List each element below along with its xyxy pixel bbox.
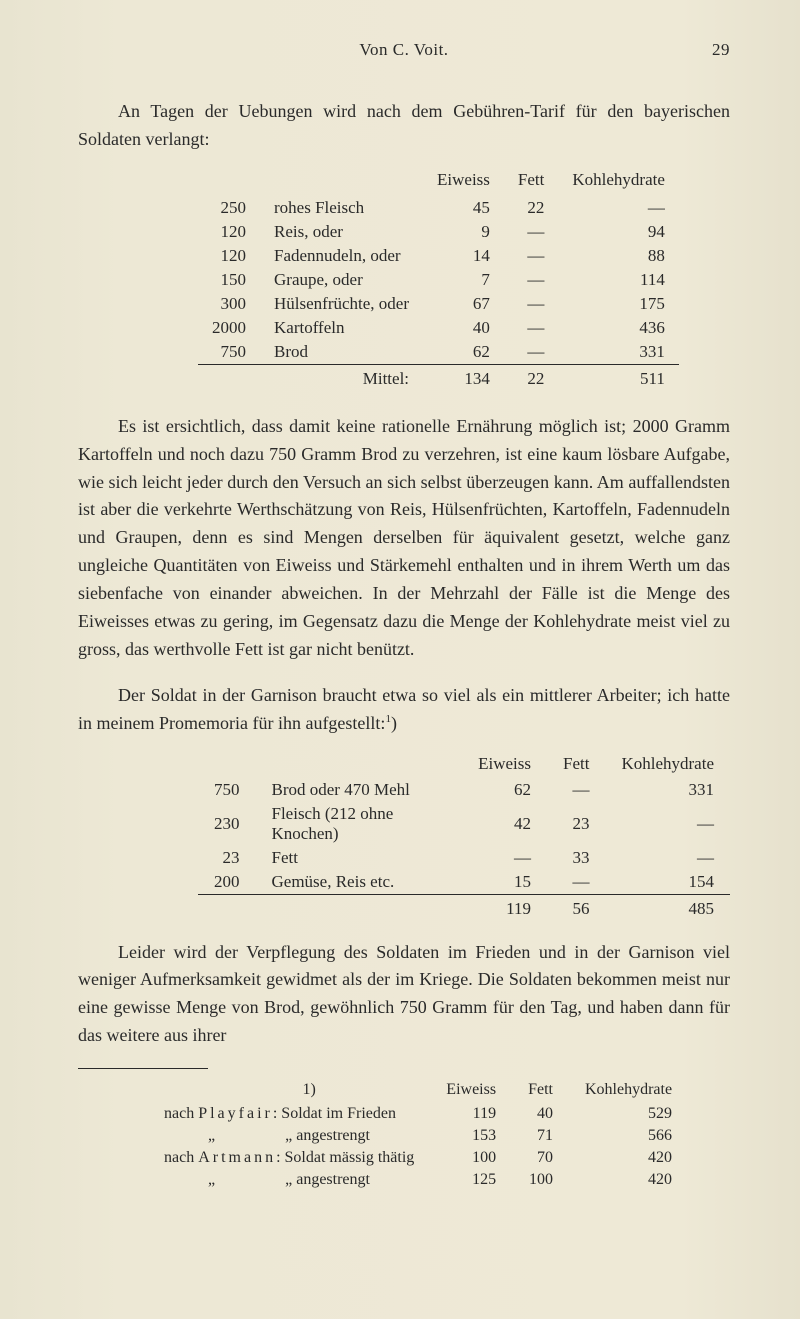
header-left (78, 40, 295, 60)
table1-wrapper: Eiweiss Fett Kohlehydrate 250 rohes Flei… (78, 168, 730, 391)
table-row: 200 Gemüse, Reis etc. 15 — 154 (198, 870, 730, 895)
footnote-table: 1) Eiweiss Fett Kohlehydrate nach Playfa… (148, 1079, 688, 1191)
table-header-row: Eiweiss Fett Kohlehydrate (198, 168, 679, 196)
header-center: Von C. Voit. (295, 40, 512, 60)
table-row: nach Playfair: Soldat im Frieden 119 40 … (148, 1103, 688, 1125)
table-row: 250 rohes Fleisch 45 22 — (198, 196, 679, 220)
page-header: Von C. Voit. 29 (78, 40, 730, 60)
table-row: „„ angestrengt 153 71 566 (148, 1125, 688, 1147)
body-paragraph-3: Der Soldat in der Garnison braucht etwa … (78, 682, 730, 738)
page-number: 29 (513, 40, 730, 60)
col-eiweiss: Eiweiss (423, 168, 504, 196)
table-row: „„ angestrengt 125 100 420 (148, 1169, 688, 1191)
table-row: 750 Brod 62 — 331 (198, 340, 679, 365)
body-paragraph-4: Leider wird der Verpflegung des Soldaten… (78, 939, 730, 1051)
table-row: 230 Fleisch (212 ohne Knochen) 42 23 — (198, 802, 730, 846)
mittel-row: Mittel: 134 22 511 (198, 364, 679, 391)
table-row: 2000 Kartoffeln 40 — 436 (198, 316, 679, 340)
total-row: 119 56 485 (198, 894, 730, 921)
table-header-row: 1) Eiweiss Fett Kohlehydrate (148, 1079, 688, 1103)
table-row: 300 Hülsenfrüchte, oder 67 — 175 (198, 292, 679, 316)
col-fett: Fett (504, 168, 558, 196)
body-paragraph-2: Es ist ersichtlich, dass damit keine rat… (78, 413, 730, 664)
table-row: 120 Reis, oder 9 — 94 (198, 220, 679, 244)
nutrition-table-1: Eiweiss Fett Kohlehydrate 250 rohes Flei… (198, 168, 679, 391)
intro-paragraph: An Tagen der Uebungen wird nach dem Gebü… (78, 98, 730, 154)
col-kohle: Kohlehydrate (558, 168, 679, 196)
table-row: 750 Brod oder 470 Mehl 62 — 331 (198, 778, 730, 802)
table-row: 150 Graupe, oder 7 — 114 (198, 268, 679, 292)
nutrition-table-2: Eiweiss Fett Kohlehydrate 750 Brod oder … (198, 752, 730, 921)
table-row: nach Artmann: Soldat mässig thätig 100 7… (148, 1147, 688, 1169)
footnote: 1) Eiweiss Fett Kohlehydrate nach Playfa… (78, 1079, 730, 1191)
table-row: 23 Fett — 33 — (198, 846, 730, 870)
table-row: 120 Fadennudeln, oder 14 — 88 (198, 244, 679, 268)
page: Von C. Voit. 29 An Tagen der Uebungen wi… (0, 0, 800, 1319)
table-header-row: Eiweiss Fett Kohlehydrate (198, 752, 730, 778)
footnote-rule (78, 1068, 208, 1069)
